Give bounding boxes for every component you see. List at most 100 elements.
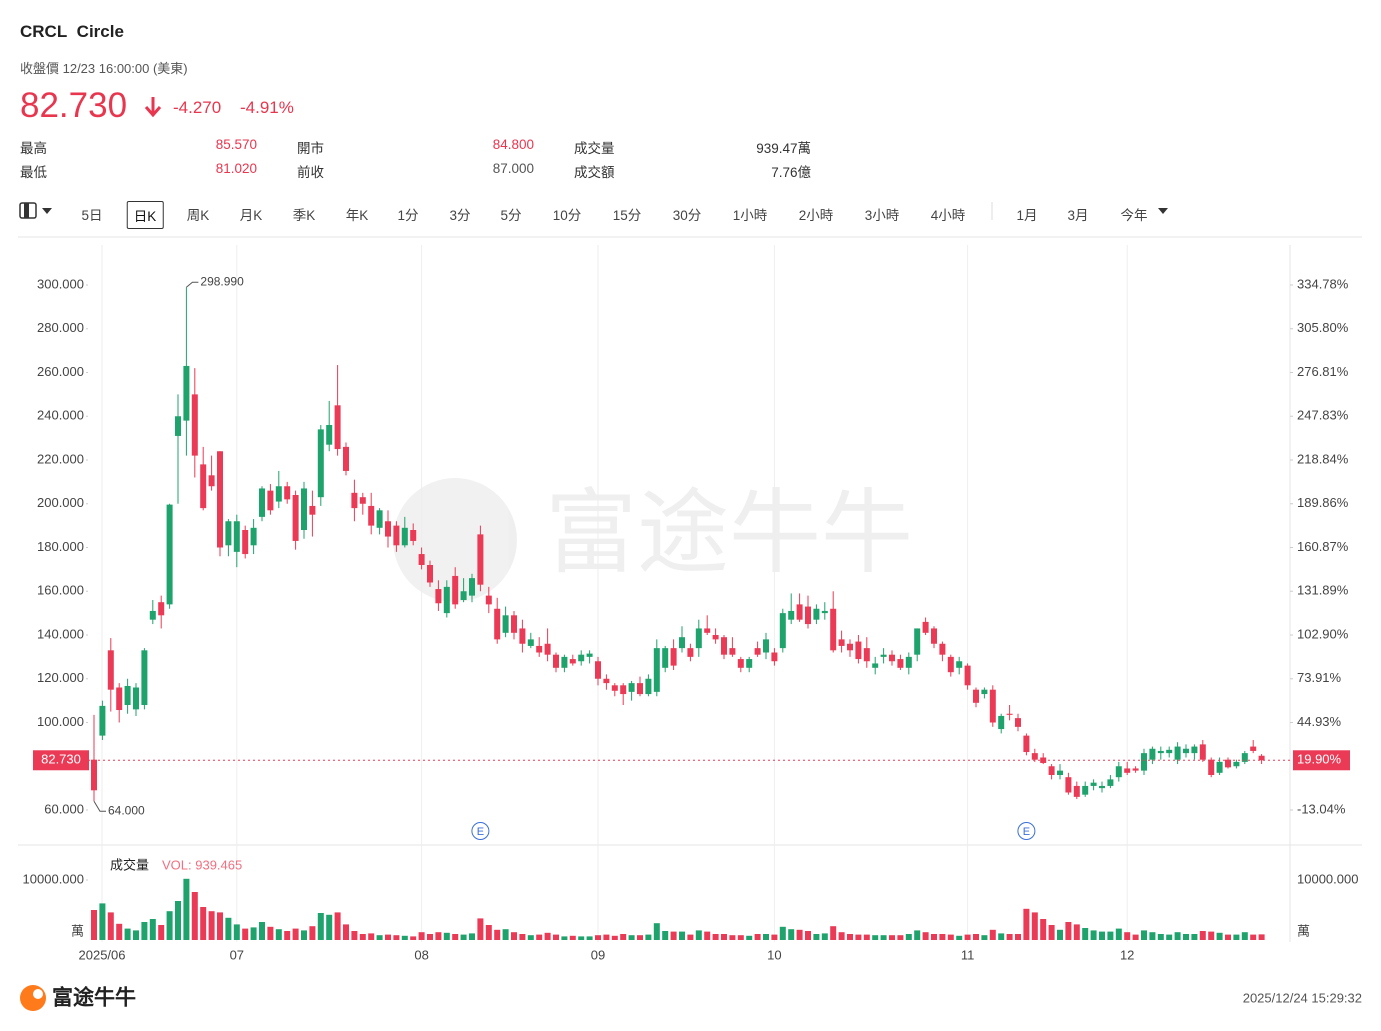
timeframe-tab[interactable]: 5日 (81, 208, 103, 223)
dropdown-caret[interactable] (1158, 208, 1168, 214)
volume-bar (1183, 934, 1189, 940)
stat-label: 成交量 (574, 141, 615, 156)
timeframe-tab[interactable]: 日K (126, 201, 164, 229)
timeframe-tab[interactable]: 2小時 (798, 208, 834, 223)
candle-body (1183, 748, 1189, 754)
candle-body (1099, 785, 1105, 789)
volume-bar (746, 935, 753, 940)
chart-type-icon[interactable] (19, 202, 52, 219)
candle-body (880, 654, 887, 657)
icon[interactable] (42, 208, 52, 214)
volume-bar (359, 934, 366, 940)
volume-bar (1015, 934, 1021, 940)
volume-bar (1258, 934, 1265, 940)
y2-tick-label: 73.91% (1297, 670, 1342, 685)
timeframe-tab[interactable]: 3小時 (864, 208, 900, 223)
candle-body (494, 608, 501, 640)
candle-body (779, 613, 786, 649)
volume-bar (91, 910, 97, 940)
stat-value: 939.47萬 (756, 141, 811, 156)
candle-body (788, 610, 795, 620)
volume-bar (107, 912, 114, 940)
candle-body (1048, 766, 1055, 775)
volume-bar (1157, 934, 1164, 940)
volume-bar (242, 928, 249, 940)
volume-bar (679, 931, 685, 940)
volume-bar (1040, 919, 1047, 940)
candle-body (1065, 777, 1072, 793)
x-tick-label: 09 (591, 947, 605, 962)
candle-body (737, 659, 744, 668)
timeframe-tab[interactable]: 1分 (397, 208, 419, 223)
candle-body (519, 628, 526, 644)
timeframe-tab[interactable]: 1小時 (732, 208, 768, 223)
timeframe-tab[interactable]: 4小時 (930, 208, 966, 223)
volume-bar (821, 933, 828, 940)
volume-bar (889, 935, 895, 940)
timeframe-tab[interactable]: 周K (186, 208, 210, 223)
y-tick-label: 180.000 (37, 539, 84, 554)
volume-bar (1057, 929, 1063, 940)
volume-bar (443, 932, 450, 940)
candle-body (418, 554, 425, 565)
volume-bar (141, 922, 148, 940)
timeframe-tab[interactable]: 3月 (1067, 208, 1089, 223)
volume-bar (410, 936, 417, 940)
volume-bar (225, 917, 232, 940)
volume-bar (611, 935, 618, 940)
volume-bar (637, 935, 643, 940)
timeframe-tab[interactable]: 月K (239, 208, 263, 223)
candle-body (1191, 746, 1198, 754)
price: 82.730 (20, 86, 128, 125)
volume-bar (183, 878, 190, 940)
candle-body (1107, 779, 1114, 786)
volume-bar (124, 928, 131, 940)
event-label: E (477, 826, 484, 838)
timeframe-tab[interactable]: 年K (345, 208, 369, 223)
symbol: CRCL (20, 22, 68, 41)
timeframe-tab[interactable]: 5分 (500, 208, 522, 223)
y-tick-label: 160.000 (37, 583, 84, 598)
candle-body (973, 689, 979, 703)
candle-body (275, 486, 282, 502)
candle-body (670, 648, 677, 666)
candle-body (1031, 753, 1038, 760)
logo-icon (33, 989, 43, 999)
timeframe-tab[interactable]: 季K (292, 208, 316, 223)
timeframe-tab[interactable]: 15分 (612, 208, 642, 223)
timeframe-tab[interactable]: 1月 (1016, 208, 1038, 223)
timeframe-tab[interactable]: 10分 (552, 208, 582, 223)
volume-bar (494, 929, 501, 940)
candle-body (166, 504, 173, 605)
candle-body (905, 656, 912, 668)
volume-bar (847, 934, 853, 940)
volume-bar (1208, 931, 1215, 940)
candle-body (645, 678, 652, 695)
timeframe-tab[interactable]: 30分 (672, 208, 702, 223)
volume-bar (553, 934, 559, 940)
candle-body (796, 604, 803, 620)
timeframe-tab[interactable]: 3分 (449, 208, 471, 223)
candle-body (981, 689, 988, 695)
candle-body (1174, 746, 1181, 760)
title: CRCL Circle (20, 22, 124, 42)
volume-bar (586, 936, 593, 940)
timeframe-tab[interactable]: 今年 (1120, 208, 1148, 223)
icon[interactable] (24, 203, 29, 218)
volume-bar (267, 926, 274, 940)
candle-body (931, 628, 937, 644)
volume-bar (1199, 931, 1206, 940)
candle-body (175, 416, 181, 436)
volume-bar (964, 934, 971, 940)
candle-body (544, 643, 551, 655)
volume-bar (133, 930, 139, 940)
volume-bar (1048, 925, 1055, 940)
volume-bar (1115, 928, 1122, 940)
volume-bar (1023, 908, 1030, 940)
volume-bar (872, 935, 879, 940)
x-tick-label: 10 (767, 947, 781, 962)
candle-body (704, 628, 711, 633)
volume-bar (343, 924, 349, 940)
x-tick-label: 12 (1120, 947, 1134, 962)
